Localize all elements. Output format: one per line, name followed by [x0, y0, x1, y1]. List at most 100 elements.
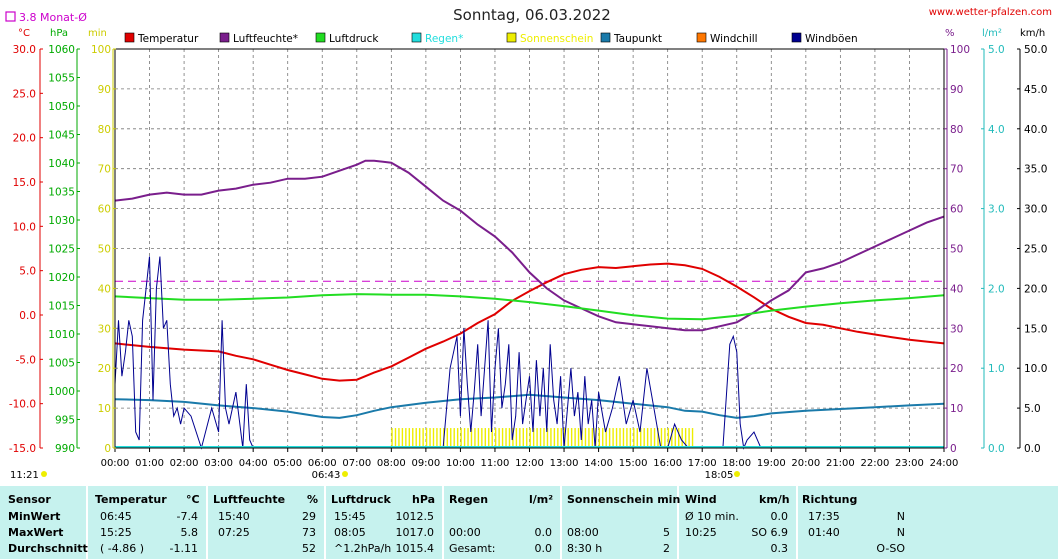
stats-cell-temp_t: 15:25 — [100, 526, 132, 539]
sunshine-bar — [577, 428, 580, 448]
sunshine-bar — [591, 428, 594, 448]
x-tick-label: 13:00 — [550, 458, 579, 469]
x-tick-label: 02:00 — [170, 458, 199, 469]
pressure-axis-tick-label: 1035 — [48, 187, 75, 199]
unit-pressure: hPa — [50, 28, 68, 39]
stats-cell-rain_v: 0.0 — [534, 526, 553, 539]
sunshine-bar — [401, 428, 404, 448]
stats-cell-sun_t: 8:30 h — [567, 542, 603, 555]
pressure-axis-tick-label: 1060 — [48, 44, 75, 56]
sunshine-bar — [684, 428, 687, 448]
wind-axis-tick-label: 20.0 — [1024, 283, 1047, 295]
unit-temp: °C — [18, 28, 30, 39]
wind-axis-tick-label: 45.0 — [1024, 84, 1047, 96]
legend-label: Sonnenschein — [520, 33, 593, 45]
sunshine-bar — [408, 428, 411, 448]
rain-axis-tick-label: 1.0 — [988, 363, 1005, 375]
sunshine-bar — [553, 428, 556, 448]
stats-cell-hum_t: 15:40 — [218, 510, 250, 523]
humidity-axis-tick-label: 40 — [950, 283, 963, 295]
sunshine-bar — [422, 428, 424, 448]
stats-cell-rain_t: Gesamt: — [449, 542, 496, 555]
sunrise-label: 06:43 — [312, 470, 341, 481]
sunshine-bar — [671, 428, 673, 448]
sun-axis-tick-label: 80 — [98, 124, 111, 136]
sunshine-bar — [474, 428, 476, 448]
x-tick-label: 05:00 — [273, 458, 302, 469]
monthly-avg-label: 3.8 Monat-Ø — [19, 11, 87, 24]
sunshine-bar — [633, 428, 635, 448]
sunshine-bar — [491, 428, 493, 448]
x-tick-label: 14:00 — [584, 458, 613, 469]
sunshine-bar — [678, 428, 680, 448]
grid — [115, 49, 944, 448]
monthly-avg-marker — [5, 11, 16, 22]
x-tick-label: 23:00 — [895, 458, 924, 469]
stats-cell-dir_v: O-SO — [876, 542, 905, 555]
sunshine-bar — [546, 428, 549, 448]
sunshine-bar — [477, 428, 480, 448]
sunshine-bar — [536, 428, 538, 448]
chart-title: Sonntag, 06.03.2022 — [453, 6, 611, 24]
legend-swatch — [600, 32, 611, 43]
sunshine-bar — [539, 428, 542, 448]
pressure-axis-tick-label: 1045 — [48, 130, 75, 142]
stats-table: Sensor Temperatur °C Luftfeuchte % Luftd… — [0, 486, 1058, 559]
wind-axis-tick-label: 25.0 — [1024, 244, 1047, 256]
sunshine-bar — [446, 428, 448, 448]
sunshine-bar — [508, 428, 511, 448]
sunshine-bar — [498, 428, 500, 448]
pressure-axis-tick-label: 1005 — [48, 358, 75, 370]
hdr-humidity-unit: % — [307, 493, 319, 506]
legend: Temperatur Luftfeuchte* Luftdruck Regen* Son… — [124, 32, 858, 45]
humidity-axis-tick-label: 20 — [950, 363, 963, 375]
sunshine-bar — [501, 428, 504, 448]
stats-cell-temp_t: 06:45 — [100, 510, 132, 523]
sunshine-bar — [560, 428, 562, 448]
sunshine-bar — [629, 428, 632, 448]
wind-axis-tick-label: 40.0 — [1024, 124, 1047, 136]
humidity-axis-tick-label: 10 — [950, 403, 963, 415]
pressure-axis-tick-label: 1000 — [48, 386, 75, 398]
pressure-axis-tick-label: 1055 — [48, 73, 75, 85]
series-taupunkt — [114, 393, 945, 419]
sunshine-bar — [484, 428, 486, 448]
stats-cell-hum_t: 07:25 — [218, 526, 250, 539]
sunshine-bar — [470, 428, 473, 448]
current-time-label: 11:21 — [10, 470, 39, 481]
x-tick-label: 15:00 — [619, 458, 648, 469]
sunshine-bar — [456, 428, 459, 448]
sunshine-bar — [429, 428, 431, 448]
sunshine-bar — [605, 428, 607, 448]
sunshine-bar — [667, 428, 670, 448]
sunshine-bar — [643, 428, 645, 448]
stats-cell-label: MaxWert — [8, 526, 64, 539]
x-tick-label: 16:00 — [653, 458, 682, 469]
legend-swatch — [696, 32, 707, 43]
pressure-axis-tick-label: 990 — [55, 443, 75, 455]
pressure-axis-tick-label: 1010 — [48, 329, 75, 341]
sunshine-bar — [532, 428, 535, 448]
stats-cell-dir_t: 17:35 — [808, 510, 840, 523]
legend-label: Luftfeuchte* — [233, 33, 298, 45]
sunshine-bar — [463, 428, 466, 448]
stats-cell-sun_v: 5 — [663, 526, 670, 539]
sunshine-bar — [608, 428, 611, 448]
sunshine-bar — [557, 428, 559, 448]
hdr-temp-unit: °C — [186, 493, 200, 506]
legend-label: Regen* — [425, 33, 463, 45]
wind-axis-tick-label: 0.0 — [1024, 443, 1041, 455]
hdr-temp: Temperatur — [95, 493, 167, 506]
humidity-axis-tick-label: 60 — [950, 204, 963, 216]
stats-cell-press_v: 1017.0 — [395, 526, 435, 539]
x-tick-label: 17:00 — [688, 458, 717, 469]
sunshine-bar — [432, 428, 435, 448]
pressure-axis-tick-label: 1050 — [48, 101, 75, 113]
sun-axis-tick-label: 0 — [104, 443, 111, 455]
sunshine-bar — [394, 428, 397, 448]
sunshine-bar — [494, 428, 497, 448]
sunshine-bar — [439, 428, 442, 448]
sunshine-bar — [588, 428, 590, 448]
sunshine-bar — [619, 428, 621, 448]
temp-axis-tick-label: 0.0 — [19, 310, 36, 322]
